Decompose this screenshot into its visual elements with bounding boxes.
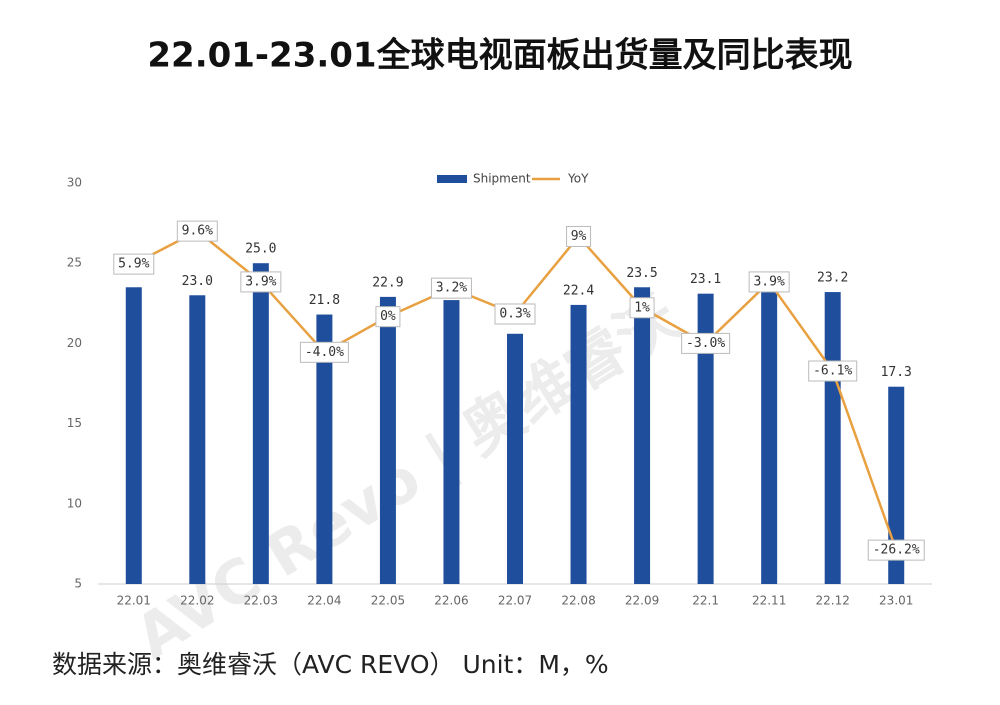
- data-label: 17.3: [881, 365, 912, 380]
- data-label: 9.6%: [182, 224, 213, 239]
- data-label: 3.9%: [245, 274, 276, 289]
- data-label: 22.4: [563, 283, 594, 298]
- label-box: [176, 220, 218, 242]
- bar: [888, 386, 905, 584]
- bar: [125, 287, 142, 584]
- label-box: [566, 225, 592, 247]
- data-label: 21.8: [309, 293, 340, 308]
- x-tick-label: 22.1: [692, 594, 719, 608]
- data-label: 3.2%: [436, 281, 467, 296]
- x-tick-label: 23.01: [879, 594, 913, 608]
- x-tick-label: 22.01: [117, 594, 151, 608]
- data-label: 22.9: [372, 275, 403, 290]
- label-box: [430, 277, 472, 299]
- x-tick-label: 22.09: [625, 594, 659, 608]
- data-label: 0.3%: [499, 306, 530, 321]
- data-label: -6.1%: [813, 364, 852, 379]
- watermark: AVC Revo | 奥维睿沃: [124, 282, 691, 672]
- y-tick-label: 15: [67, 416, 82, 430]
- bar: [443, 300, 460, 584]
- data-label: 23.0: [182, 274, 213, 289]
- label-box: [375, 306, 401, 328]
- data-label: 23.5: [626, 266, 657, 281]
- label-box: [867, 539, 925, 561]
- y-tick-label: 10: [67, 496, 82, 510]
- data-label: 23.1: [690, 272, 721, 287]
- y-tick-label: 25: [67, 256, 82, 270]
- y-tick-label: 30: [67, 176, 82, 190]
- data-label: -26.2%: [873, 543, 920, 558]
- x-tick-label: 22.03: [244, 594, 278, 608]
- bar: [252, 263, 269, 584]
- data-label: 0%: [380, 309, 396, 324]
- data-label: 25.0: [245, 242, 276, 257]
- bar: [634, 287, 651, 584]
- x-tick-label: 22.11: [752, 594, 786, 608]
- label-box: [494, 303, 536, 325]
- label-box: [748, 271, 790, 293]
- legend-label: YoY: [567, 172, 589, 186]
- data-label: 1%: [634, 300, 650, 315]
- y-tick-label: 20: [67, 336, 82, 350]
- data-label: 9%: [571, 229, 587, 244]
- data-label: -3.0%: [686, 336, 725, 351]
- bar: [379, 296, 396, 584]
- data-label: -4.0%: [305, 345, 344, 360]
- y-tick-label: 5: [74, 577, 82, 591]
- x-tick-label: 22.08: [561, 594, 595, 608]
- legend-label: Shipment: [473, 172, 531, 186]
- bar: [824, 292, 841, 584]
- chart-title: 22.01-23.01全球电视面板出货量及同比表现: [147, 36, 852, 76]
- label-box: [808, 360, 858, 382]
- x-tick-label: 22.02: [180, 594, 214, 608]
- x-tick-label: 22.06: [434, 594, 468, 608]
- legend-swatch: [437, 175, 467, 183]
- bar: [697, 293, 714, 584]
- label-box: [299, 341, 349, 363]
- bar: [570, 304, 587, 584]
- x-tick-label: 22.04: [307, 594, 341, 608]
- source-note: 数据来源：奥维睿沃（AVC REVO） Unit：M，%: [52, 650, 609, 679]
- data-label: 3.9%: [753, 274, 784, 289]
- bar: [189, 295, 206, 584]
- x-tick-label: 22.12: [816, 594, 850, 608]
- data-label: 5.9%: [118, 257, 149, 272]
- bar: [507, 333, 523, 584]
- bar: [761, 292, 778, 584]
- x-tick-label: 22.05: [371, 594, 405, 608]
- label-box: [629, 297, 655, 319]
- label-box: [681, 332, 731, 354]
- bar: [316, 314, 333, 584]
- label-box: [240, 271, 282, 293]
- data-label: 23.2: [817, 271, 848, 286]
- label-box: [113, 253, 155, 275]
- x-tick-label: 22.07: [498, 594, 532, 608]
